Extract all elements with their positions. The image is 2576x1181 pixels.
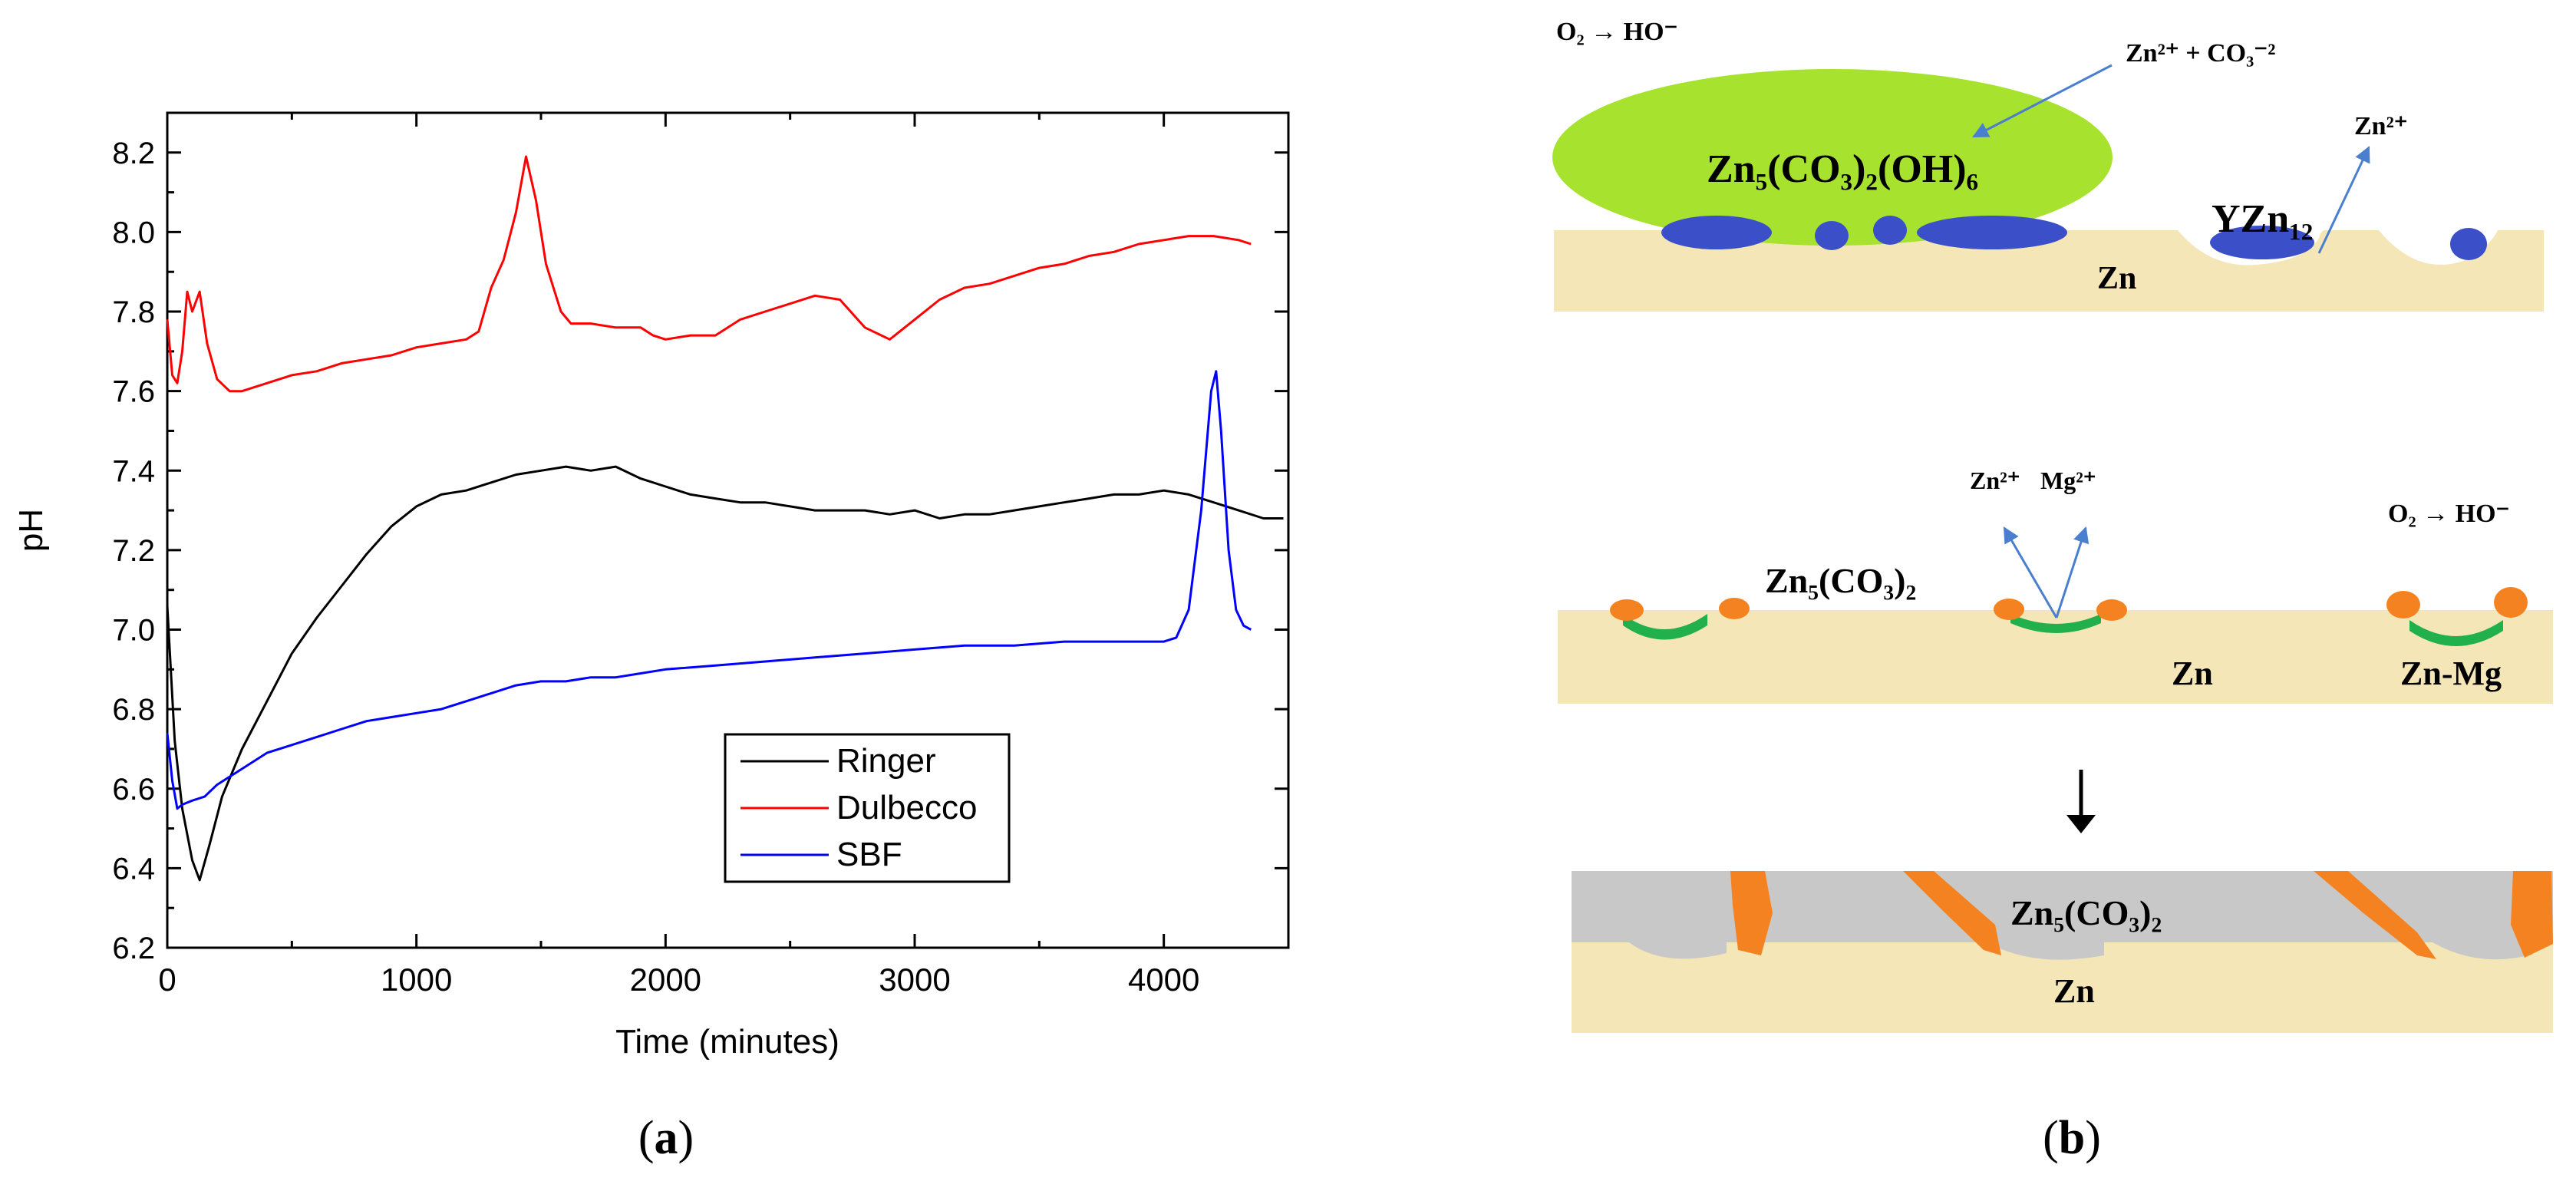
bottom-product-label: Zn₅(CO₃)₂ (2010, 893, 2162, 932)
orange-crack (2314, 871, 2436, 959)
panel-a: 0 1000 2000 3000 4000 6.2 6.4 6.6 6.8 7.0 7.2 7.4 7… (12, 111, 1290, 1164)
middle-substrate-label: Zn (2172, 655, 2213, 692)
panel-b-caption: (b) (2043, 1112, 2101, 1164)
legend-label-sbf: SBF (836, 836, 902, 873)
y-axis-label: pH (12, 509, 50, 552)
pit-green-3 (2409, 620, 2503, 646)
x-tick-label: 1000 (381, 962, 452, 998)
middle-ion1-label: Zn²⁺ (1970, 467, 2020, 494)
ion-out-label: Zn²⁺ (2354, 112, 2408, 140)
ions-in-arrow (1972, 64, 2113, 138)
series-layer (166, 155, 1284, 882)
y-tick-label: 7.6 (112, 375, 155, 409)
y-tick-label: 8.0 (112, 216, 155, 249)
x-tick-label: 3000 (879, 962, 950, 998)
orange-deposit (2494, 587, 2528, 618)
scene-middle: Zn²⁺ Mg²⁺ O₂ → HO⁻ Zn₅(CO₃)₂ Zn Zn-Mg (1558, 467, 2553, 704)
orange-deposit (2096, 599, 2127, 621)
legend-label-ringer: Ringer (836, 742, 936, 780)
y-tick-label: 6.8 (112, 693, 155, 727)
ions-in-label: Zn²⁺ + CO₃⁻² (2126, 39, 2275, 68)
middle-ion1-arrow (2003, 526, 2058, 619)
middle-alloy-label: Zn-Mg (2400, 655, 2502, 692)
orange-deposit (2386, 591, 2420, 619)
legend-label-dulbecco: Dulbecco (836, 789, 977, 826)
yzn12-particle (1917, 216, 2067, 249)
x-axis-label: Time (minutes) (615, 1023, 839, 1061)
substrate-label-top: Zn (2097, 261, 2136, 296)
x-axis-ticks: 0 1000 2000 3000 4000 (158, 113, 1199, 998)
middle-ion2-label: Mg²⁺ (2040, 467, 2096, 494)
y-tick-label: 7.2 (112, 534, 155, 568)
yzn12-particle (2210, 226, 2314, 259)
y-tick-label: 7.8 (112, 295, 155, 329)
orange-deposit (1719, 598, 1750, 619)
yzn12-particle (1661, 216, 1772, 249)
pit-green-1 (1623, 614, 1707, 640)
panel-a-caption: (a) (638, 1112, 694, 1164)
phase-label: YZn₁₂ (2212, 197, 2313, 241)
y-tick-label: 6.4 (112, 852, 155, 886)
orange-crack (2511, 871, 2553, 958)
y-tick-label: 8.2 (112, 137, 155, 170)
x-tick-label: 2000 (630, 962, 701, 998)
middle-reaction-label: O₂ → HO⁻ (2388, 500, 2509, 528)
pit-bottom-1 (1629, 942, 1727, 959)
corrosion-product-blob (1552, 69, 2113, 246)
series-line-sbf (166, 370, 1252, 810)
orange-crack (1903, 871, 2001, 955)
pit-green-2 (2010, 614, 2101, 633)
orange-crack (1730, 871, 1773, 955)
legend: Ringer Dulbecco SBF (724, 733, 1011, 883)
yzn12-particle (2450, 228, 2487, 260)
scene-bottom: Zn₅(CO₃)₂ Zn (1572, 871, 2553, 1033)
o2-reaction-label: O₂ → HO⁻ (1556, 18, 1677, 46)
y-axis-ticks: 6.2 6.4 6.6 6.8 7.0 7.2 7.4 7.6 7.8 8.0 8.2 (112, 137, 1288, 965)
middle-ion2-arrow (2055, 526, 2089, 619)
plot-frame (166, 111, 1290, 949)
scene-top: O₂ → HO⁻ Zn²⁺ + CO₃⁻² Zn₅(CO₃)₂(OH)₆ YZn… (1552, 18, 2544, 312)
y-tick-label: 6.6 (112, 773, 155, 807)
bottom-substrate-label: Zn (2053, 972, 2095, 1010)
panel-b: O₂ → HO⁻ Zn²⁺ + CO₃⁻² Zn₅(CO₃)₂(OH)₆ YZn… (1552, 18, 2553, 1164)
y-tick-label: 7.0 (112, 614, 155, 648)
orange-deposit (1610, 599, 1644, 621)
pit-bottom-2 (1987, 942, 2104, 960)
y-tick-label: 6.2 (112, 932, 155, 965)
ion-out-arrow (2317, 146, 2370, 254)
series-line-ringer (166, 465, 1284, 882)
orange-deposit (1994, 599, 2024, 620)
transition-arrow (2066, 770, 2096, 833)
product-label: Zn₅(CO₃)₂(OH)₆ (1707, 147, 1978, 191)
yzn12-particle (1873, 216, 1907, 245)
yzn12-particle (1815, 221, 1849, 250)
y-tick-label: 7.4 (112, 454, 155, 488)
x-tick-label: 4000 (1128, 962, 1199, 998)
pit-bottom-3 (2433, 942, 2532, 960)
middle-product-label: Zn₅(CO₃)₂ (1765, 561, 1916, 600)
series-line-dulbecco (166, 155, 1252, 393)
x-tick-label: 0 (158, 962, 176, 998)
